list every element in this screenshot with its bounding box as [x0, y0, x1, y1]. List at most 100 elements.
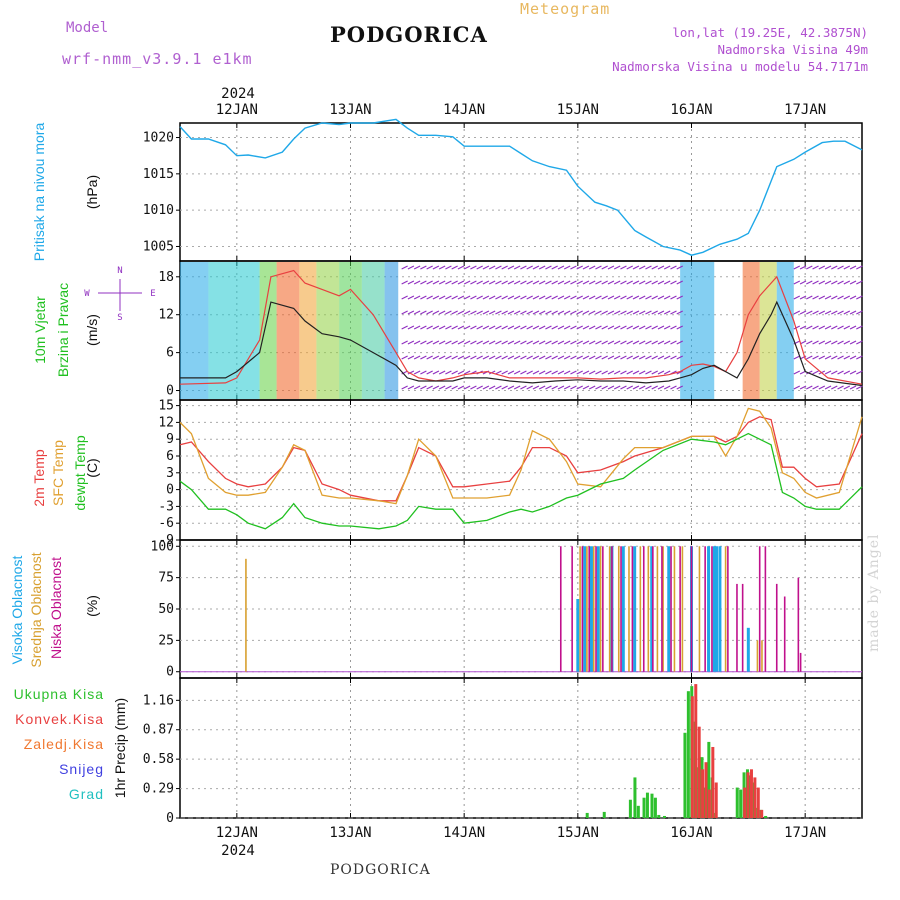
wind-barb — [793, 355, 801, 360]
wind-barb — [670, 385, 677, 390]
wind-barb — [843, 355, 851, 360]
wind-barb — [457, 355, 465, 360]
wind-barb — [563, 340, 571, 345]
wind-barb — [601, 355, 608, 360]
wind-barb — [663, 265, 671, 270]
wind-barb — [856, 310, 863, 315]
wind-barb — [532, 325, 540, 330]
wind-barb — [856, 355, 863, 360]
wind-barb — [620, 340, 627, 345]
wind-barb — [837, 370, 844, 375]
wind-barb — [413, 265, 421, 270]
wind-barb — [426, 280, 433, 285]
wind-barb — [613, 325, 621, 330]
wind-barb — [843, 370, 851, 375]
wind-barb — [670, 295, 677, 300]
wind-barb — [413, 325, 421, 330]
wind-barb — [520, 385, 527, 390]
wind-barb — [806, 280, 813, 285]
wind-barb — [488, 340, 496, 345]
wind-barb — [818, 340, 826, 345]
wind-barb — [507, 295, 515, 300]
wind-barb — [551, 310, 558, 315]
wind-barb — [482, 325, 490, 330]
precip-bar-0 — [707, 741, 711, 818]
wind-barb — [463, 325, 471, 330]
wind-barb — [463, 265, 471, 270]
wind-barb — [601, 310, 608, 315]
pressure-line — [179, 118, 863, 256]
wind-barb — [451, 310, 458, 315]
wind-barb — [495, 355, 502, 360]
compass-n: N — [117, 266, 122, 276]
wind-barb — [676, 370, 683, 375]
wind-barb — [432, 295, 440, 300]
wind-barb — [570, 385, 577, 390]
wind-barb — [432, 310, 440, 315]
wind-barb — [849, 325, 857, 330]
wind-barb — [520, 370, 527, 375]
ytick-label-wind: 12 — [158, 308, 174, 323]
wind-barb — [856, 385, 863, 390]
wind-barb — [651, 340, 658, 345]
ytick-label-temperature: -3 — [158, 499, 174, 514]
wind-barb — [657, 265, 665, 270]
wind-barb — [507, 280, 515, 285]
wind-barb — [657, 370, 665, 375]
wind-barb — [482, 355, 490, 360]
wind-barb — [488, 385, 496, 390]
wind-barb — [849, 385, 857, 390]
wind-barb — [607, 355, 615, 360]
ytick-label-cloud: 100 — [151, 539, 174, 554]
wind-barb — [470, 310, 477, 315]
compass-w: W — [84, 289, 90, 299]
wind-barb — [837, 355, 844, 360]
wind-barb — [563, 325, 571, 330]
wind-barb — [476, 385, 483, 390]
wind-barb — [501, 295, 508, 300]
wind-barb — [488, 355, 496, 360]
wind-barb — [551, 355, 558, 360]
wind-barb — [626, 385, 633, 390]
wind-barb — [482, 340, 490, 345]
wind-barb — [651, 310, 658, 315]
wind-barb — [545, 265, 552, 270]
wind-barb — [595, 310, 602, 315]
wind-barb — [557, 295, 565, 300]
wind-color-band — [299, 262, 317, 399]
wind-barb — [545, 370, 552, 375]
wind-barb — [638, 325, 646, 330]
wind-barb — [651, 355, 658, 360]
year-label-bottom: 2024 — [221, 843, 255, 859]
wind-barb — [793, 385, 801, 390]
date-label-bottom: 16JAN — [670, 825, 712, 841]
wind-barb — [507, 355, 515, 360]
wind-barb — [613, 310, 621, 315]
wind-barb — [545, 310, 552, 315]
wind-barb — [588, 265, 596, 270]
ytick-label-temperature: 6 — [166, 449, 174, 464]
wind-barb — [420, 340, 427, 345]
wind-barb — [420, 355, 427, 360]
wind-barb — [563, 295, 571, 300]
wind-barb — [818, 295, 826, 300]
precip-bar-0 — [636, 805, 640, 818]
precip-bar-0 — [686, 691, 690, 818]
ytick-label-cloud: 25 — [158, 633, 174, 648]
wind-barb — [607, 340, 615, 345]
wind-barb — [818, 385, 826, 390]
wind-barb — [432, 325, 440, 330]
wind-barb — [613, 295, 621, 300]
wind-barb — [532, 355, 540, 360]
wind-barb — [551, 340, 558, 345]
wind-barb — [476, 340, 483, 345]
wind-barb — [670, 280, 677, 285]
date-label-top: 12JAN — [216, 102, 258, 118]
wind-barb — [620, 370, 627, 375]
wind-barb — [563, 370, 571, 375]
wind-barb — [601, 295, 608, 300]
wind-barb — [445, 325, 452, 330]
wind-barb — [457, 370, 465, 375]
wind-barb — [638, 385, 646, 390]
wind-barb — [595, 265, 602, 270]
